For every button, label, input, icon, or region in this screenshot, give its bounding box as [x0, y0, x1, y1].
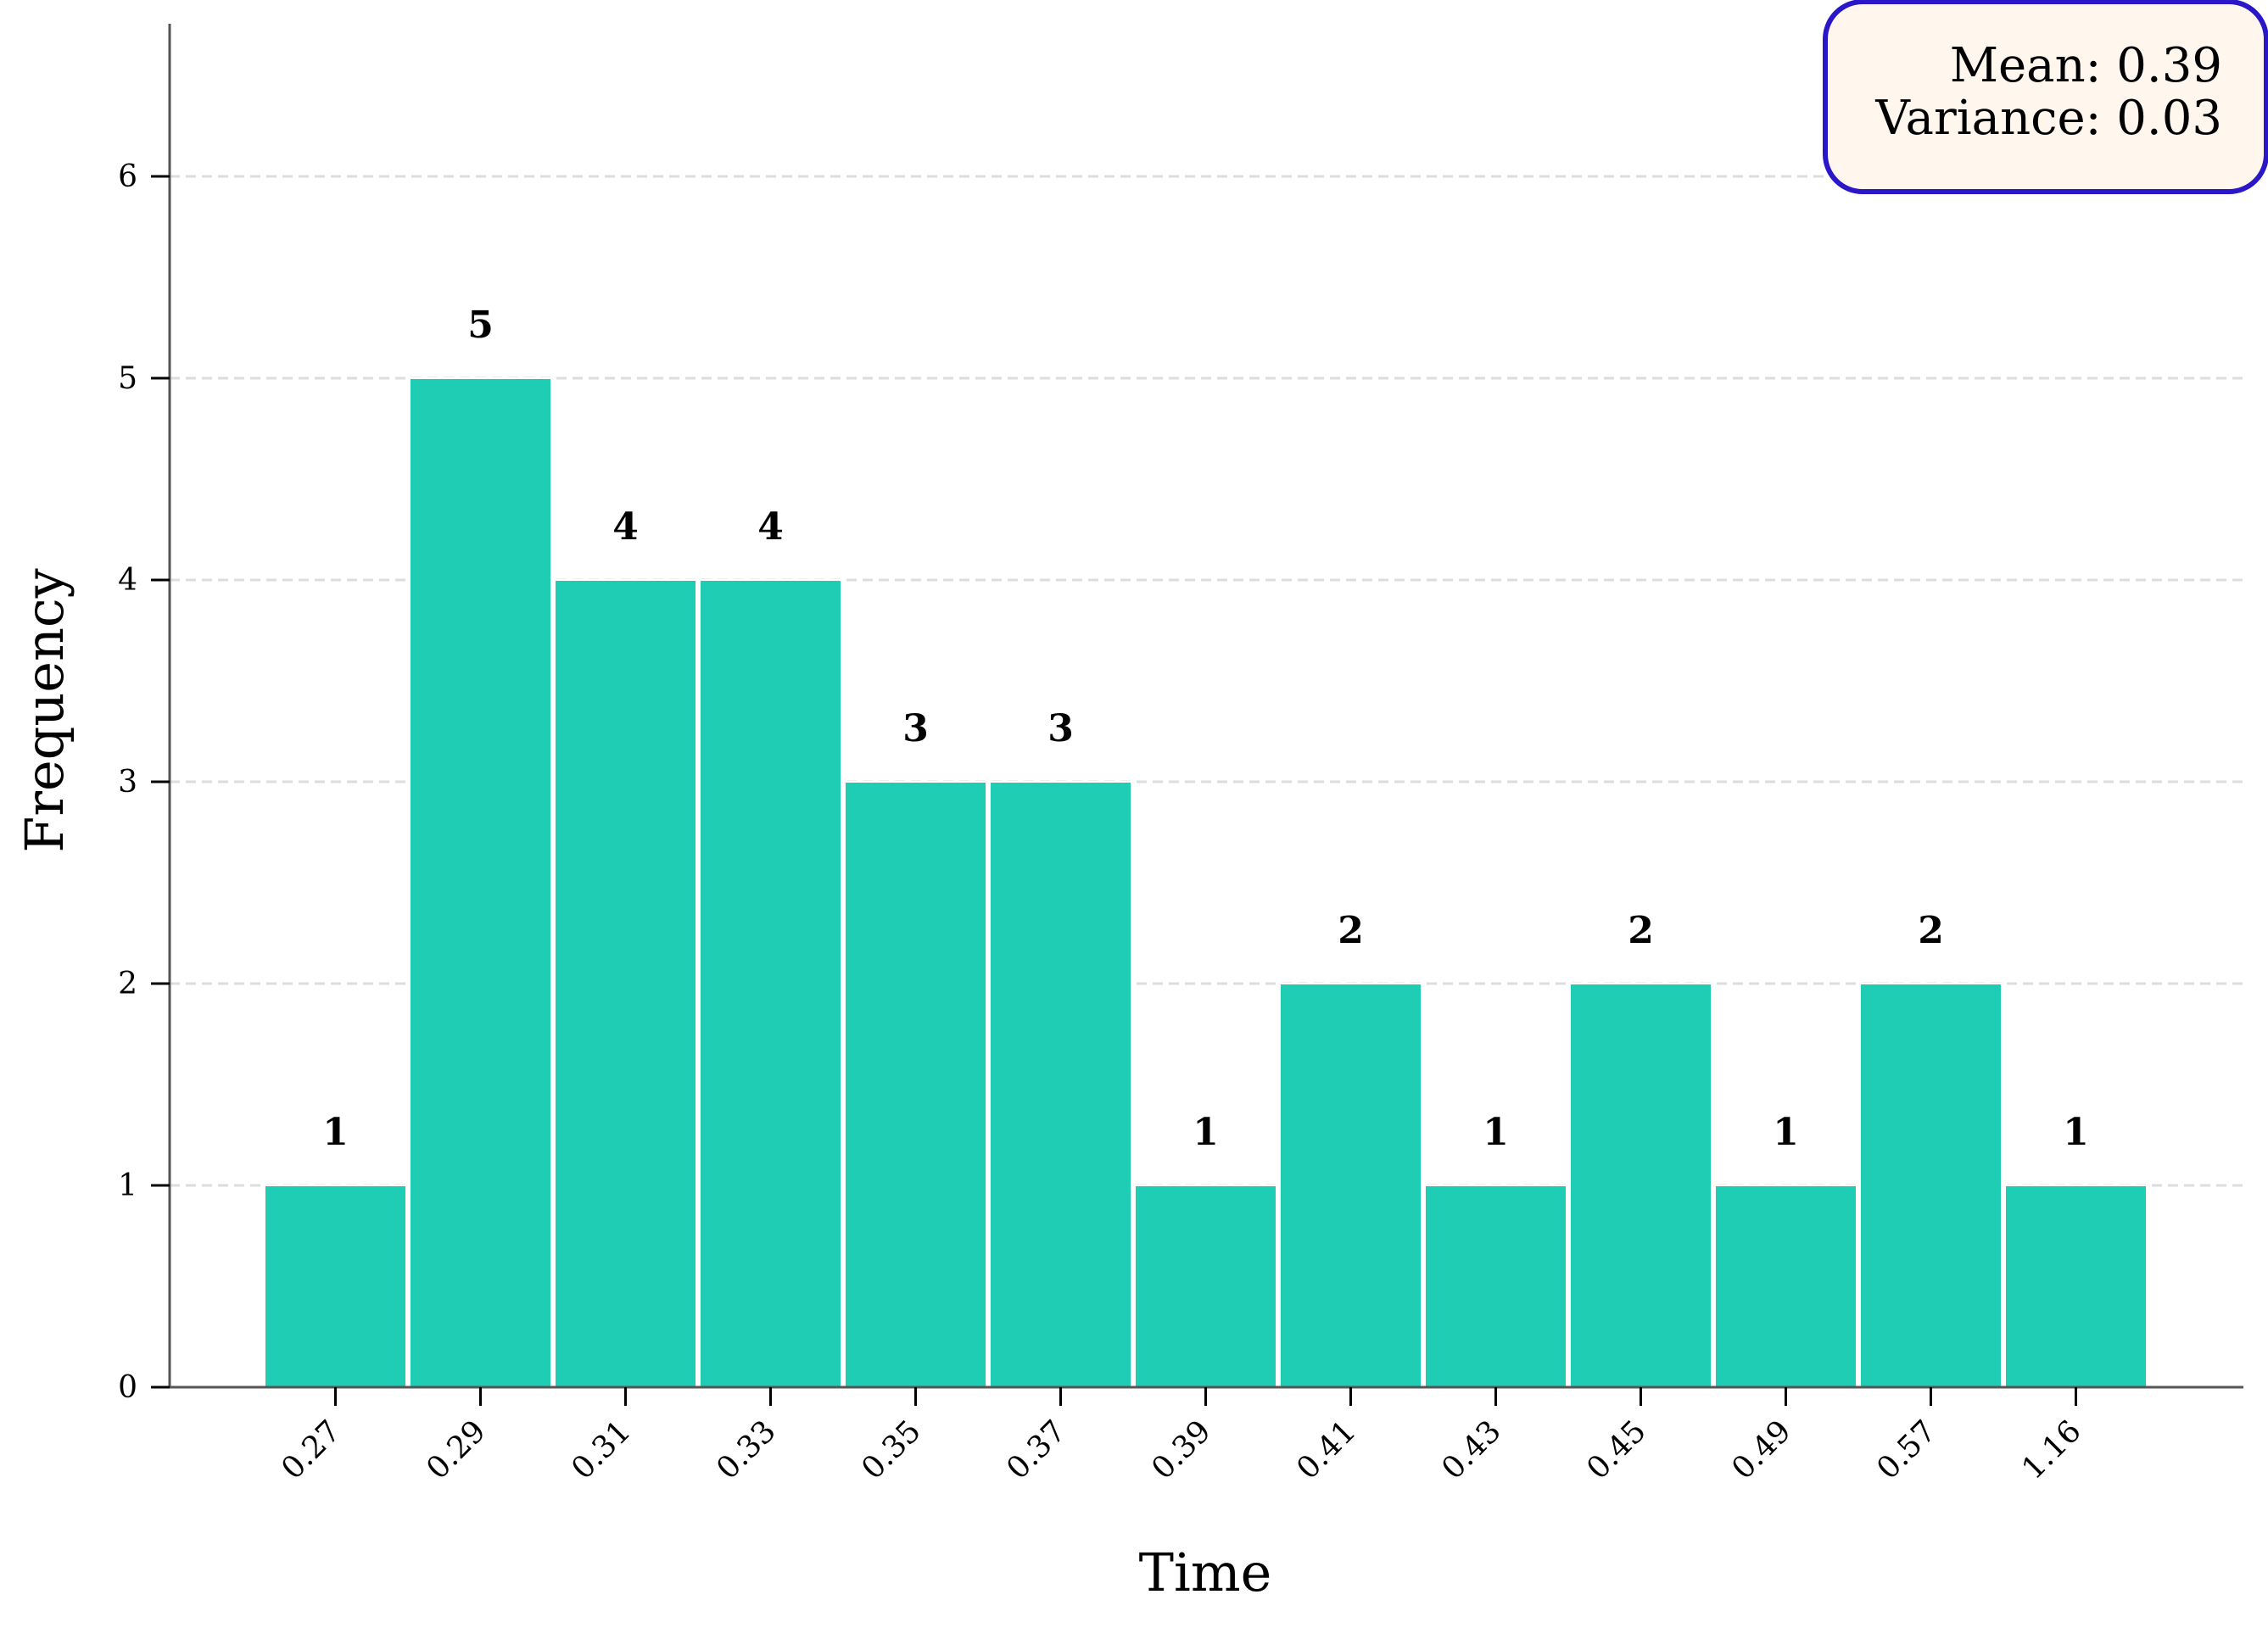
- bar: [1134, 1185, 1277, 1388]
- stats-box-frame: [1823, 0, 2268, 194]
- bar-value-label: 1: [1773, 1111, 1799, 1154]
- x-tick-label: 0.39: [1145, 1413, 1218, 1486]
- y-tick-label: 4: [118, 563, 137, 598]
- y-tick-label: 6: [118, 159, 137, 194]
- bar: [1569, 983, 1712, 1388]
- x-tick-label: 0.29: [420, 1413, 493, 1486]
- bar-value-label: 1: [322, 1111, 349, 1154]
- bar: [1859, 983, 2003, 1388]
- y-tick-label: 5: [118, 361, 137, 396]
- y-tick-label: 3: [118, 765, 137, 800]
- bar-value-label: 4: [757, 505, 784, 549]
- x-tick-label: 0.27: [275, 1413, 348, 1486]
- bar-value-label: 2: [1338, 909, 1364, 952]
- bar-value-label: 1: [2063, 1111, 2089, 1154]
- bar-value-label: 2: [1918, 909, 1944, 952]
- bar: [2004, 1185, 2148, 1388]
- bar-value-label: 3: [1047, 707, 1074, 750]
- x-tick-label: 0.35: [855, 1413, 928, 1486]
- x-axis-title: Time: [1139, 1542, 1272, 1603]
- y-axis-title: Frequency: [14, 568, 75, 852]
- stats-variance-text: Variance: 0.03: [1874, 91, 2222, 146]
- bar-value-labels: 1 5 4 4 3 3 1 2 1 2 1 2 1: [322, 304, 2089, 1154]
- bar: [264, 1185, 407, 1388]
- x-tick-label: 0.57: [1870, 1413, 1943, 1486]
- bar-value-label: 2: [1628, 909, 1654, 952]
- bar: [1714, 1185, 1857, 1388]
- x-tick-label: 0.31: [565, 1413, 638, 1486]
- x-tick-label: 0.41: [1290, 1413, 1363, 1486]
- bar-value-label: 4: [612, 505, 639, 549]
- stats-mean-text: Mean: 0.39: [1950, 38, 2222, 93]
- x-tick-label: 0.49: [1725, 1413, 1798, 1486]
- bar-value-label: 5: [467, 304, 494, 347]
- x-tick-label: 0.45: [1580, 1413, 1653, 1486]
- bar: [699, 579, 842, 1388]
- bar: [844, 781, 987, 1388]
- bar: [989, 781, 1132, 1388]
- bar-value-label: 1: [1193, 1111, 1219, 1154]
- x-tick-label: 0.33: [710, 1413, 783, 1486]
- y-tick-label: 0: [118, 1370, 137, 1405]
- bar-value-label: 1: [1483, 1111, 1509, 1154]
- x-tick-label: 0.37: [1000, 1413, 1073, 1486]
- bar: [554, 579, 697, 1388]
- x-axis-ticks: 0.27 0.29 0.31 0.33 0.35 0.37 0.39 0.41 0.43 0.45…: [275, 1387, 2088, 1486]
- bar: [1279, 983, 1422, 1388]
- y-tick-label: 1: [118, 1168, 137, 1203]
- y-axis-ticks: 0 1 2 3 4 5 6: [118, 159, 170, 1405]
- x-tick-label: 1.16: [2015, 1413, 2088, 1486]
- bars: [264, 377, 2148, 1388]
- bar: [1424, 1185, 1567, 1388]
- y-tick-label: 2: [118, 967, 137, 1001]
- bar: [409, 377, 552, 1388]
- stats-box: Mean: 0.39 Variance: 0.03: [1823, 0, 2268, 194]
- bar-value-label: 3: [902, 707, 929, 750]
- x-tick-label: 0.43: [1435, 1413, 1508, 1486]
